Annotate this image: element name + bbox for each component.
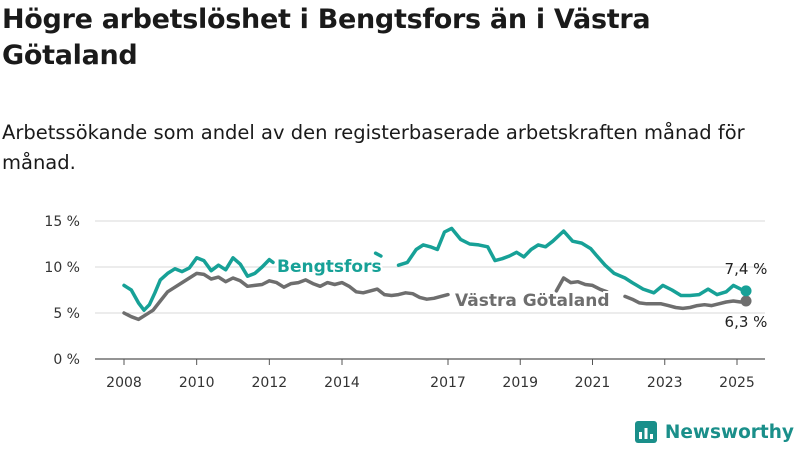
end-point-vastra-gotaland [740,295,752,307]
bar-chart-icon [634,421,657,443]
end-value-bengtsfors: 7,4 % [725,260,768,278]
y-tick-label: 0 % [53,352,80,368]
x-tick-label: 2021 [575,375,611,391]
series-labels: Bengtsfors Västra Götaland 7,4 % 6,3 % [275,255,768,331]
series-label-bengtsfors: Bengtsfors [277,257,382,277]
x-tick-label: 2014 [324,375,360,391]
x-tick-label: 2012 [252,375,288,391]
series-line-bengtsfors [122,226,748,312]
y-tick-label: 15 % [44,214,80,230]
newsworthy-logo: Newsworthy [634,420,794,444]
x-tick-label: 2019 [502,375,538,391]
x-tick-label: 2025 [719,375,755,391]
x-axis: 2008 2010 2012 2014 2017 2019 2021 2023 2025 [106,359,755,391]
series-line-vastra-gotaland [122,271,748,322]
chart-title: Högre arbetslöshet i Bengtsfors än i Väs… [2,4,651,71]
y-axis-ticks: 0 % 5 % 10 % 15 % [44,214,80,368]
y-tick-label: 5 % [53,306,80,322]
end-point-bengtsfors [740,285,752,297]
x-tick-label: 2017 [430,375,466,391]
brand-name: Newsworthy [664,421,794,443]
series-label-vastra-gotaland: Västra Götaland [455,291,610,311]
y-tick-label: 10 % [44,260,80,276]
x-tick-label: 2023 [647,375,683,391]
x-tick-label: 2010 [179,375,215,391]
x-tick-label: 2008 [106,375,142,391]
chart-subtitle: Arbetssökande som andel av den registerb… [2,121,745,174]
gridlines [95,220,765,360]
series-lines [122,226,752,322]
end-value-vastra-gotaland: 6,3 % [725,313,768,331]
